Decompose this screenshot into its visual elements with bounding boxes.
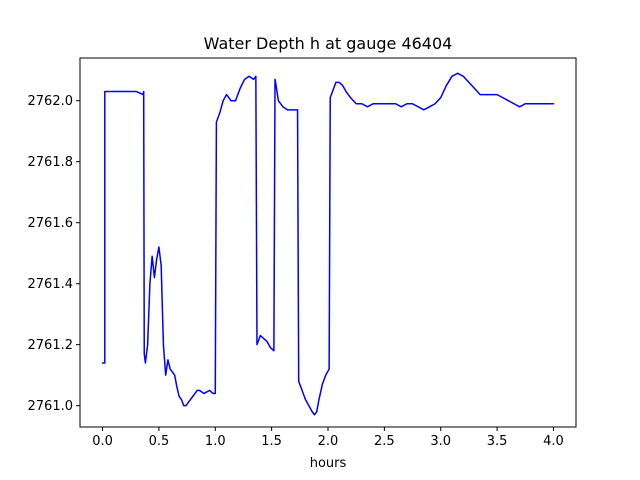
x-tick-label: 2.0 (318, 434, 339, 449)
x-tick-label: 2.5 (374, 434, 395, 449)
x-tick-label: 1.0 (205, 434, 226, 449)
x-tick-label: 3.5 (487, 434, 508, 449)
axes-frame (79, 57, 577, 428)
x-axis-label: hours (310, 456, 347, 471)
x-tick-label: 3.0 (430, 434, 451, 449)
x-tick-label: 0.5 (149, 434, 170, 449)
y-tick-label: 2761.0 (28, 399, 74, 414)
y-tick-label: 2761.4 (28, 277, 74, 292)
y-tick-label: 2761.6 (28, 216, 74, 231)
x-tick-label: 1.5 (261, 434, 282, 449)
chart-title: Water Depth h at gauge 46404 (204, 34, 453, 53)
x-tick-label: 0.0 (92, 434, 113, 449)
y-tick-label: 2762.0 (28, 94, 74, 109)
plot-area (101, 72, 555, 416)
y-tick-label: 2761.8 (28, 155, 74, 170)
series-line-0 (101, 72, 555, 416)
y-tick-label: 2761.2 (28, 338, 74, 353)
x-axis: 0.0 0.5 1.0 1.5 2.0 2.5 3.0 3.5 4.0 (92, 427, 564, 449)
x-tick-label: 4.0 (543, 434, 564, 449)
y-axis: 2761.0 2761.2 2761.4 2761.6 2761.8 2762.0 (28, 94, 80, 414)
